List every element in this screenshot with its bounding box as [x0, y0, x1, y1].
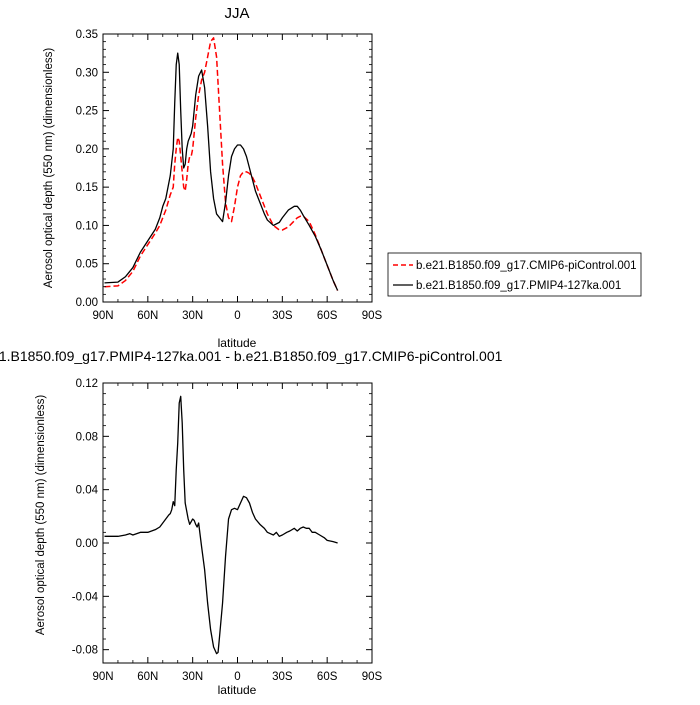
top-axes-group: 90N 60N 30N 0 30S 60S 90S 0.00 0.05 0.10 0.15 0.20 0… [76, 29, 383, 322]
top-x-tick-label: 90S [362, 310, 383, 322]
bottom-series-group [104, 395, 338, 655]
bottom-x-axis-label: latitude [218, 683, 257, 697]
bottom-y-axis-label: Aerosol optical depth (550 nm) (dimensio… [35, 395, 47, 636]
legend-label-picontrol: b.e21.B1850.f09_g17.CMIP6-piControl.001 [416, 260, 637, 272]
top-y-tick-label: 0.20 [76, 144, 98, 156]
bottom-panel: b.e21.B1850.f09_g17.PMIP4-127ka.001 - b.… [0, 348, 503, 697]
top-x-tick-label: 0 [234, 310, 240, 322]
top-y-tick-label: 0.05 [76, 259, 98, 271]
legend-box [387, 252, 642, 297]
bottom-x-tick-label: 60N [137, 671, 158, 683]
top-y-tick-label: 0.25 [76, 106, 98, 118]
bottom-y-tick-label: 0.08 [76, 431, 98, 443]
top-x-tick-label: 60N [137, 310, 158, 322]
bottom-plot-frame [102, 382, 373, 664]
bottom-y-tick-label: 0.12 [76, 378, 98, 390]
bottom-x-tick-label: 30N [182, 671, 203, 683]
top-y-tick-label: 0.15 [76, 182, 98, 194]
top-y-tick-label: 0.30 [76, 67, 98, 79]
top-x-tick-label: 90N [92, 310, 113, 322]
top-y-tick-label: 0.00 [76, 297, 98, 309]
bottom-x-tick-label: 90N [92, 671, 113, 683]
bottom-series-line-0 [104, 395, 338, 655]
bottom-y-tick-label: -0.04 [72, 591, 99, 603]
bottom-y-tick-label: 0.04 [76, 485, 99, 497]
top-chart-title: JJA [224, 5, 249, 22]
bottom-x-tick-label: 30S [272, 671, 293, 683]
top-x-tick-label: 60S [317, 310, 338, 322]
top-y-tick-label: 0.35 [76, 29, 98, 41]
legend-label-pmip4: b.e21.B1850.f09_g17.PMIP4-127ka.001 [416, 280, 621, 292]
top-y-axis-label: Aerosol optical depth (550 nm) (dimensio… [43, 48, 55, 289]
bottom-y-tick-label: 0.00 [76, 538, 98, 550]
top-y-tick-label: 0.10 [76, 220, 98, 232]
bottom-x-tick-label: 0 [234, 671, 240, 683]
bottom-axes-group: 90N 60N 30N 0 30S 60S 90S -0.08 -0.04 0.00 0.04 0.0… [72, 378, 383, 683]
top-series-group [104, 37, 339, 291]
top-panel: JJA Aerosol optical depth (550 nm) (dime… [43, 5, 383, 350]
top-x-tick-label: 30S [272, 310, 293, 322]
bottom-x-tick-label: 90S [362, 671, 383, 683]
top-series-line-1 [104, 52, 339, 291]
top-plot-frame [102, 33, 373, 303]
top-series-line-0 [104, 37, 339, 291]
top-x-tick-label: 30N [182, 310, 203, 322]
bottom-chart-title: b.e21.B1850.f09_g17.PMIP4-127ka.001 - b.… [0, 348, 503, 364]
bottom-y-tick-label: -0.08 [72, 645, 98, 657]
legend: b.e21.B1850.f09_g17.CMIP6-piControl.001 … [387, 252, 642, 297]
top-x-axis-label: latitude [218, 336, 257, 350]
bottom-x-tick-label: 60S [317, 671, 338, 683]
